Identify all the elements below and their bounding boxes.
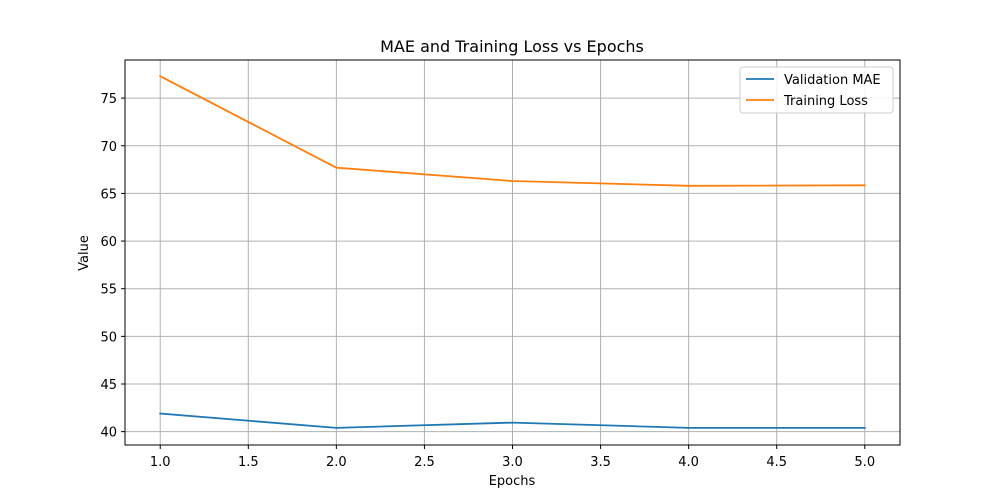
series-line-1 [159,74,866,187]
y-tick-label: 50 [100,330,117,345]
y-tick-label: 70 [100,140,117,155]
x-tick-label: 1.0 [150,455,171,470]
x-tick-label: 2.5 [414,455,435,470]
y-tick-label: 40 [100,426,117,441]
x-axis-title: Epochs [489,474,536,489]
y-axis-title: Value [77,235,92,271]
x-tick-label: 2.0 [326,455,347,470]
y-axis-ticks: 40 45 50 55 60 65 70 75 [100,92,125,441]
x-tick-label: 5.0 [854,455,875,470]
x-tick-label: 1.5 [238,455,259,470]
series-lines [159,74,866,429]
series-line-0 [159,412,866,429]
y-tick-label: 45 [100,378,117,393]
x-tick-label: 4.0 [678,455,699,470]
legend-label-0: Validation MAE [784,73,881,88]
y-tick-label: 55 [100,283,117,298]
x-tick-label: 3.0 [502,455,523,470]
y-tick-label: 65 [100,187,117,202]
legend-box [739,66,894,114]
x-axis-ticks: 1.0 1.5 2.0 2.5 3.0 3.5 4.0 4.5 5.0 [150,445,875,470]
legend-items: Validation MAE Training Loss [746,73,881,109]
y-tick-label: 75 [100,92,117,107]
legend: Validation MAE Training Loss [739,66,894,114]
y-tick-label: 60 [100,235,117,250]
x-tick-label: 4.5 [766,455,787,470]
grid-lines [125,60,900,445]
legend-label-1: Training Loss [783,94,868,109]
x-tick-label: 3.5 [590,455,611,470]
chart-title: MAE and Training Loss vs Epochs [380,37,644,56]
